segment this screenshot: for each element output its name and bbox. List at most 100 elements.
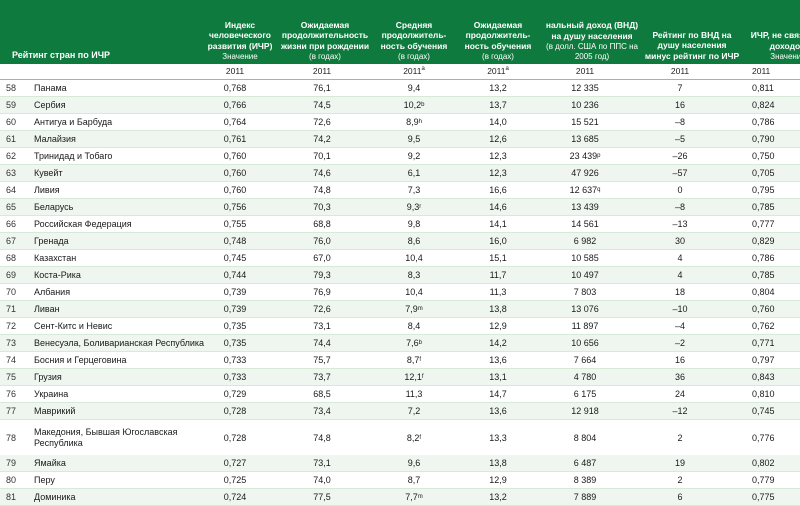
table-row: 72 Сент-Китс и Невис 0,735 73,1 8,4 12,9 11 89… [0, 318, 800, 335]
header-hdi-title: Индекс человеческого развития (ИЧР) [207, 19, 273, 51]
country-cell: Украина [34, 386, 194, 402]
gni-cell-value: 10 497 [571, 270, 599, 280]
rank-cell: 58 [6, 80, 30, 96]
mean-schooling-cell-value: 11,3 [405, 389, 423, 399]
expected-schooling-cell-value: 16,6 [489, 185, 507, 195]
gni-cell-value: 8 389 [573, 475, 597, 485]
gni-cell-value: 12 637 [569, 185, 598, 195]
nonincome-hdi-cell: 0,779 [752, 472, 800, 488]
gni-rank-diff-cell-value: 0 [677, 185, 683, 195]
gni-rank-diff-cell: –57 [650, 165, 710, 181]
country-cell-value: Ливан [34, 304, 60, 314]
country-cell: Коста-Рика [34, 267, 194, 283]
table-row: 73 Венесуэла, Боливарианская Республика 0,… [0, 335, 800, 352]
hdi-cell-value: 0,744 [223, 270, 247, 280]
expected-schooling-cell: 11,3 [468, 284, 528, 300]
header-rank-title: Рейтинг стран по ИЧР [0, 0, 200, 64]
gni-cell-value: 7 889 [573, 492, 597, 502]
country-cell-value: Сербия [34, 100, 66, 110]
life-expectancy-cell-value: 74,5 [313, 100, 331, 110]
hdi-cell: 0,729 [210, 386, 260, 402]
expected-schooling-cell: 13,8 [468, 301, 528, 317]
gni-rank-diff-cell: 6 [650, 489, 710, 505]
gni-rank-diff-cell: –12 [650, 403, 710, 419]
rank-cell-value: 78 [6, 432, 17, 443]
expected-schooling-cell: 13,3 [468, 420, 528, 455]
gni-rank-diff-cell-value: 4 [677, 253, 683, 263]
mean-schooling-cell-value: 7,2 [407, 406, 421, 416]
header-expected-schooling: Ожидаемая продолжитель-ность обучения (в… [456, 0, 540, 64]
country-cell: Тринидад и Тобаго [34, 148, 194, 164]
gni-cell-value: 6 175 [573, 389, 597, 399]
gni-rank-diff-cell-value: 6 [677, 492, 683, 502]
gni-cell: 7 803 [550, 284, 620, 300]
gni-rank-diff-cell-value: 2 [677, 475, 683, 485]
rank-cell: 69 [6, 267, 30, 283]
year-rank-gni: 2011 [670, 66, 690, 76]
gni-cell-value: 11 897 [571, 321, 599, 331]
table-header: Рейтинг стран по ИЧР Индекс человеческог… [0, 0, 800, 64]
mean-schooling-cell-value: 8,6 [407, 236, 421, 246]
nonincome-hdi-cell: 0,786 [752, 114, 800, 130]
country-cell: Ливан [34, 301, 194, 317]
hdi-cell: 0,760 [210, 182, 260, 198]
rank-cell: 67 [6, 233, 30, 249]
life-expectancy-cell-value: 73,1 [313, 321, 331, 331]
table-row: 71 Ливан 0,739 72,6 7,9 m 13,8 13 076 –10 0,760 [0, 301, 800, 318]
gni-cell: 23 439 p [569, 151, 601, 161]
mean-schooling-cell: 8,2 f [406, 432, 422, 443]
country-cell: Македония, Бывшая Югославская Республика [34, 420, 194, 455]
mean-schooling-cell: 8,4 [384, 318, 444, 334]
gni-cell: 10 497 [550, 267, 620, 283]
rank-cell: 65 [6, 199, 30, 215]
mean-schooling-cell-value: 10,4 [405, 253, 423, 263]
life-expectancy-cell-value: 75,7 [313, 355, 331, 365]
mean-schooling-cell: 10,2 b [403, 100, 425, 110]
hdi-cell: 0,745 [210, 250, 260, 266]
mean-schooling-cell-value: 7,3 [407, 185, 421, 195]
gni-rank-diff-cell-value: –57 [672, 168, 688, 178]
gni-cell-value: 14 561 [571, 219, 599, 229]
expected-schooling-cell-value: 13,1 [489, 372, 507, 382]
country-cell-value: Тринидад и Тобаго [34, 151, 113, 161]
country-cell: Антигуа и Барбуда [34, 114, 194, 130]
gni-rank-diff-cell-value: 2 [677, 432, 683, 443]
gni-rank-diff-cell: 36 [650, 369, 710, 385]
expected-schooling-cell-value: 12,3 [489, 168, 507, 178]
gni-rank-diff-cell: 4 [650, 267, 710, 283]
nonincome-hdi-cell-value: 0,776 [752, 432, 775, 443]
life-expectancy-cell: 73,4 [292, 403, 352, 419]
nonincome-hdi-cell-value: 0,750 [752, 151, 775, 161]
gni-cell-value: 10 585 [571, 253, 599, 263]
gni-cell: 13 076 [550, 301, 620, 317]
hdi-cell-value: 0,739 [223, 304, 247, 314]
nonincome-hdi-cell-value: 0,804 [752, 287, 775, 297]
rank-cell: 74 [6, 352, 30, 368]
nonincome-hdi-cell-value: 0,779 [752, 475, 775, 485]
gni-rank-diff-cell-value: 18 [674, 287, 685, 297]
country-cell-value: Македония, Бывшая Югославская Республика [34, 426, 178, 448]
nonincome-hdi-cell-value: 0,771 [752, 338, 775, 348]
nonincome-hdi-cell: 0,776 [752, 420, 800, 455]
expected-schooling-cell: 16,0 [468, 233, 528, 249]
mean-schooling-cell-value: 8,4 [407, 321, 421, 331]
hdi-cell-value: 0,760 [223, 168, 247, 178]
country-cell-value: Перу [34, 475, 55, 485]
expected-schooling-cell-value: 13,2 [489, 492, 507, 502]
country-cell: Сент-Китс и Невис [34, 318, 194, 334]
nonincome-hdi-cell: 0,785 [752, 199, 800, 215]
country-cell-value: Венесуэла, Боливарианская Республика [34, 338, 204, 348]
mean-schooling-cell: 12,1 f [404, 372, 424, 382]
expected-schooling-cell-value: 15,1 [489, 253, 507, 263]
life-expectancy-cell: 73,1 [292, 455, 352, 471]
mean-schooling-cell-value: 6,1 [407, 168, 421, 178]
gni-cell: 12 637 q [569, 185, 601, 195]
gni-rank-diff-cell: 7 [650, 80, 710, 96]
hdi-cell: 0,760 [210, 165, 260, 181]
gni-cell-value: 4 780 [573, 372, 597, 382]
table-row: 62 Тринидад и Тобаго 0,760 70,1 9,2 12,3 23 43… [0, 148, 800, 165]
mean-schooling-cell: 9,4 [384, 80, 444, 96]
nonincome-hdi-cell: 0,797 [752, 352, 800, 368]
rank-cell: 79 [6, 455, 30, 471]
table-row: 77 Маврикий 0,728 73,4 7,2 13,6 12 918 –12 0,745 [0, 403, 800, 420]
